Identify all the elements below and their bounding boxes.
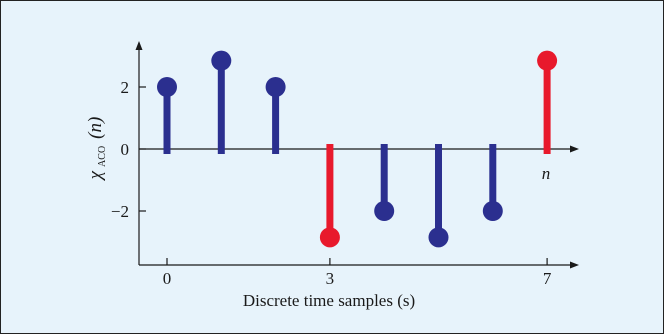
stem-marker: [374, 201, 395, 221]
y-axis-symbol: χ: [85, 170, 106, 181]
y-axis-title: χ ACO (n): [85, 117, 109, 182]
n-axis-end-label: n: [542, 164, 551, 183]
stem-1: [211, 50, 232, 154]
x-tick-label: 7: [543, 269, 552, 288]
stems-group: [157, 50, 558, 248]
y-axis-argument: (n): [85, 117, 106, 139]
zero-axis-arrow: [570, 145, 579, 153]
x-tick-label: 0: [163, 269, 172, 288]
axes: [135, 41, 579, 269]
stem-marker: [265, 77, 286, 97]
stem-marker: [211, 50, 232, 71]
stem-marker: [482, 201, 503, 221]
stem-5: [428, 144, 449, 248]
x-axis-title: Discrete time samples (s): [243, 291, 415, 310]
svg-text:χ ACO (n): χ ACO (n): [85, 117, 109, 182]
stem-6: [482, 144, 503, 221]
y-tick-label: 0: [121, 140, 130, 159]
stem-7: [537, 50, 558, 154]
stem-0: [157, 77, 177, 154]
stem-3: [319, 144, 340, 248]
y-axis-subscript: ACO: [97, 146, 108, 167]
y-axis-arrow: [135, 41, 143, 50]
x-tick-label: 3: [326, 269, 335, 288]
y-tick-label: −2: [111, 202, 129, 221]
x-axis-arrow: [570, 261, 579, 269]
stem-4: [374, 144, 395, 221]
stem-marker: [157, 77, 177, 97]
stem-2: [265, 77, 286, 154]
stem-marker: [428, 227, 449, 248]
y-tick-label: 2: [121, 78, 130, 97]
stem-marker: [537, 50, 558, 71]
stem-marker: [319, 227, 340, 248]
y-tick-labels: 2 0 −2: [111, 78, 129, 221]
x-tick-labels: 0 3 7: [163, 269, 552, 288]
